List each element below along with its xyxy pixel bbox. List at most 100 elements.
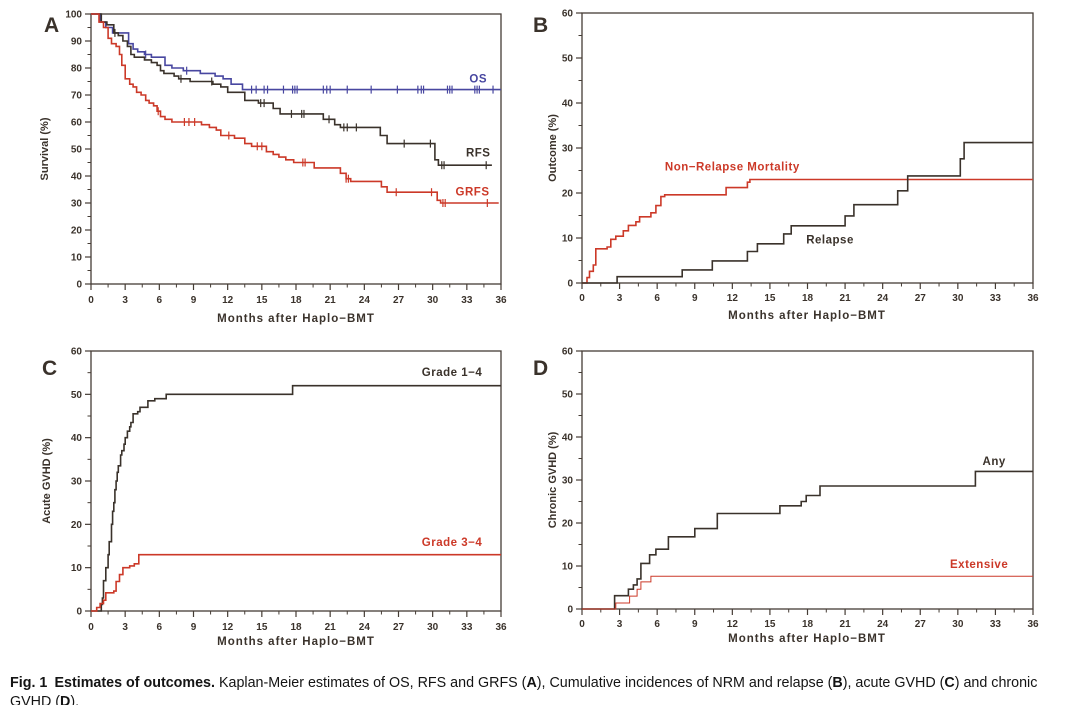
panel-letter: C: [42, 357, 57, 380]
y-tick-label: 20: [562, 519, 574, 530]
x-tick-label: 15: [256, 622, 268, 633]
y-tick-label: 90: [71, 37, 83, 48]
x-tick-label: 33: [990, 293, 1002, 304]
caption-segment: Fig. 1: [10, 675, 48, 692]
y-axis-title: Chronic GVHD (%): [547, 431, 559, 528]
y-axis-title: Acute GVHD (%): [41, 438, 53, 524]
y-tick-label: 40: [562, 99, 574, 110]
y-tick-label: 30: [562, 144, 574, 155]
x-tick-label: 9: [692, 619, 698, 630]
y-axis: 0 10 20 30 40 50 60 70 80 90 100: [65, 10, 91, 291]
x-tick-label: 15: [256, 295, 268, 306]
series-any-label: Any: [983, 456, 1006, 468]
series-relapse-curve: [582, 141, 1033, 284]
series-relapse-label: Relapse: [806, 234, 854, 246]
x-tick-label: 30: [952, 293, 964, 304]
x-tick-label: 0: [579, 619, 585, 630]
caption-segment: ) and chronic GVHD (: [10, 675, 1038, 705]
panel-letter: D: [533, 357, 548, 380]
caption-segment: Kaplan-Meier estimates of OS, RFS and GR…: [214, 675, 527, 692]
y-tick-label: 30: [562, 476, 574, 487]
panel-letter: A: [44, 14, 59, 37]
x-tick-label: 27: [915, 619, 927, 630]
y-tick-label: 20: [71, 226, 83, 237]
y-tick-label: 100: [65, 10, 82, 21]
series-grade-3-4: Grade 3−4: [91, 537, 501, 612]
y-tick-label: 50: [71, 390, 83, 401]
plot-frame: [90, 350, 502, 612]
y-tick-label: 10: [71, 253, 83, 264]
x-tick-label: 30: [427, 295, 439, 306]
series-grfs: GRFS: [91, 13, 499, 207]
series-os: OS: [91, 13, 501, 94]
x-tick-label: 3: [617, 293, 623, 304]
x-tick-label: 21: [325, 295, 337, 306]
series-grade-1-4: Grade 1−4: [91, 367, 501, 612]
x-axis-title: Months after Haplo−BMT: [728, 310, 886, 322]
x-axis-title: Months after Haplo−BMT: [217, 636, 375, 648]
y-axis-title: Outcome (%): [547, 114, 559, 182]
y-tick-label: 70: [71, 91, 83, 102]
series-grade-1-4-curve: [91, 384, 501, 612]
y-tick-label: 50: [562, 54, 574, 65]
x-tick-label: 36: [1027, 293, 1039, 304]
x-tick-label: 24: [877, 619, 889, 630]
x-tick-label: 24: [877, 293, 889, 304]
series-any: Any: [582, 456, 1033, 610]
caption-segment: [47, 675, 54, 691]
series-grade-3-4-curve: [91, 553, 501, 612]
x-tick-label: 24: [359, 295, 371, 306]
y-tick-label: 0: [567, 605, 573, 616]
y-tick-label: 40: [71, 433, 83, 444]
y-axis: 0 10 20 30 40 50 60: [71, 347, 91, 618]
y-tick-label: 60: [562, 9, 574, 20]
y-axis: 0 10 20 30 40 50 60: [562, 347, 582, 616]
x-tick-label: 9: [191, 295, 197, 306]
x-tick-label: 9: [191, 622, 197, 633]
y-tick-label: 60: [71, 118, 83, 129]
x-tick-label: 30: [427, 622, 439, 633]
series-rfs: RFS: [91, 13, 492, 170]
x-tick-label: 12: [222, 622, 234, 633]
caption-segment: C: [944, 675, 955, 692]
series-any-curve: [582, 470, 1033, 610]
caption-segment: B: [832, 675, 843, 692]
y-tick-label: 60: [562, 347, 574, 358]
x-tick-label: 3: [122, 622, 128, 633]
x-tick-label: 33: [461, 622, 473, 633]
x-tick-label: 3: [617, 619, 623, 630]
y-tick-label: 0: [567, 279, 573, 290]
series-extensive-label: Extensive: [950, 559, 1008, 571]
y-tick-label: 50: [71, 145, 83, 156]
y-tick-label: 80: [71, 64, 83, 75]
x-tick-label: 6: [157, 622, 163, 633]
x-tick-label: 0: [88, 295, 94, 306]
caption-segment: D: [60, 694, 71, 705]
series-os-curve: [91, 13, 501, 91]
series-extensive: Extensive: [582, 559, 1033, 610]
caption-segment: A: [526, 675, 537, 692]
y-tick-label: 10: [562, 234, 574, 245]
caption-segment: ), Cumulative incidences of NRM and rela…: [536, 675, 833, 692]
series-extensive-curve: [582, 575, 1033, 610]
caption-segment: ).: [70, 694, 80, 705]
figure-caption: Fig. 1 Estimates of outcomes. Kaplan-Mei…: [10, 674, 1068, 705]
x-tick-label: 30: [952, 619, 964, 630]
x-tick-label: 27: [393, 295, 405, 306]
x-tick-label: 21: [840, 619, 852, 630]
y-tick-label: 40: [562, 433, 574, 444]
series-grade-3-4-label: Grade 3−4: [422, 537, 483, 549]
x-tick-label: 27: [915, 293, 927, 304]
x-tick-label: 9: [692, 293, 698, 304]
y-tick-label: 20: [71, 520, 83, 531]
y-tick-label: 0: [76, 607, 82, 618]
x-tick-label: 18: [290, 295, 302, 306]
x-tick-label: 12: [727, 619, 739, 630]
x-tick-label: 24: [359, 622, 371, 633]
